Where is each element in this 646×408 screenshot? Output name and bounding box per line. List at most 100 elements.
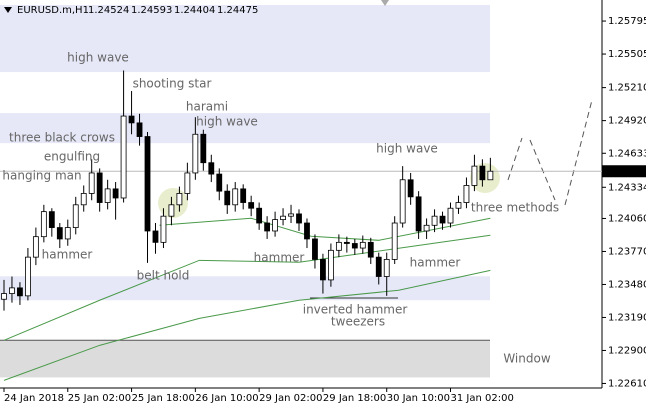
annotation: hammer [254,251,305,265]
zone [0,340,490,378]
candle-body [479,165,486,181]
menu-arrow [4,7,12,13]
candle-body [184,172,191,194]
candle-body [359,241,366,249]
zone [0,113,490,144]
projection [507,137,523,181]
x-tick-label: 25 Jan 02:00 [68,393,131,404]
candle-body [487,170,494,181]
annotation: engulfing [44,150,100,164]
candle-body [200,133,207,164]
zones [0,5,490,378]
x-tick-label: 26 Jan 10:00 [195,393,258,404]
projection [529,139,556,201]
y-tick-label: 1.24060 [608,213,646,224]
candle-body [80,193,87,206]
candle-body [312,238,318,260]
candle-body [375,256,382,277]
annotation: harami [186,100,228,114]
candle-body [248,202,255,209]
x-tick-label: 31 Jan 02:00 [451,393,514,404]
candle-body [240,188,247,203]
candle-body [224,190,231,206]
candle-body [17,287,23,297]
candle-body [304,222,310,240]
candle-body [176,193,183,206]
candle-body [296,213,302,224]
candle-body [256,207,263,224]
x-tick-label: 29 Jan 18:00 [323,393,386,404]
candle-body [9,287,15,294]
candle-body [320,259,326,281]
y-tick-label: 1.24334 [608,182,646,193]
candle-body [431,215,438,226]
candle-body [367,241,374,258]
candle-body [471,165,478,186]
candle-body [208,162,215,175]
candle-body [288,213,294,217]
annotation: high wave [67,51,129,65]
x-tick-label: 25 Jan 18:00 [132,393,195,404]
candle-body [455,202,462,209]
candle-body [56,227,63,240]
candle-body [25,256,31,297]
y-tick-label: 1.24633 [608,148,646,159]
y-tick-label: 1.25210 [608,83,646,94]
candle-body [112,188,119,199]
y-tick-label: 1.23770 [608,246,646,257]
annotation: three methods [471,201,559,215]
y-tick-label: 1.25795 [608,16,646,27]
annotation: hanging man [2,169,81,183]
shift-marker [381,0,389,6]
annotation: Window [503,352,551,366]
y-tick-label: 1.22900 [608,345,646,356]
candle-body [423,224,430,232]
candle-body [104,188,111,203]
zone [0,5,490,73]
x-tick-label: 24 Jan 2018 [4,393,64,404]
candle-body [264,222,271,232]
annotation: shooting star [133,77,212,91]
annotation: high wave [376,142,438,156]
candle-body [399,179,406,224]
y-tick-label: 1.25505 [608,49,646,60]
moving-average [3,234,491,341]
candle-body [136,122,143,137]
price-label: 1.24475 [605,166,646,177]
candle-body [343,241,350,244]
y-tick-label: 1.23190 [608,312,646,323]
annotation: belt hold [137,269,190,283]
candle-body [96,172,103,203]
candle-body [272,219,278,232]
annotation: three black crows [9,131,115,145]
price-box [602,165,646,178]
candle-body [351,243,358,249]
candle-body [192,133,199,174]
annotation: tweezers [331,315,385,329]
candle-body [64,227,71,240]
y-tick-label: 1.22610 [608,378,646,389]
zone [0,276,490,301]
candle-body [128,115,135,124]
annotation: hammer [42,248,93,262]
annotation: inverted hammer [303,303,408,317]
candle-body [439,215,446,224]
candle-body [407,179,414,198]
candle-body [88,172,95,194]
candle-body [160,215,167,243]
candle-body [152,230,159,243]
ohlc-open: 1.24524 [88,5,129,16]
candle-body [144,136,151,232]
moving-average [3,269,491,381]
candle-body [232,188,239,206]
candle-body [383,259,390,277]
candle-body [391,222,398,260]
candle-body [48,211,55,228]
candle-body [1,293,7,300]
candle-body [463,185,470,203]
annotation: hammer [410,256,461,270]
ohlc-low: 1.24404 [174,5,215,16]
y-tick-label: 1.24920 [608,116,646,127]
symbol: EURUSD.m,H1 [17,5,89,16]
